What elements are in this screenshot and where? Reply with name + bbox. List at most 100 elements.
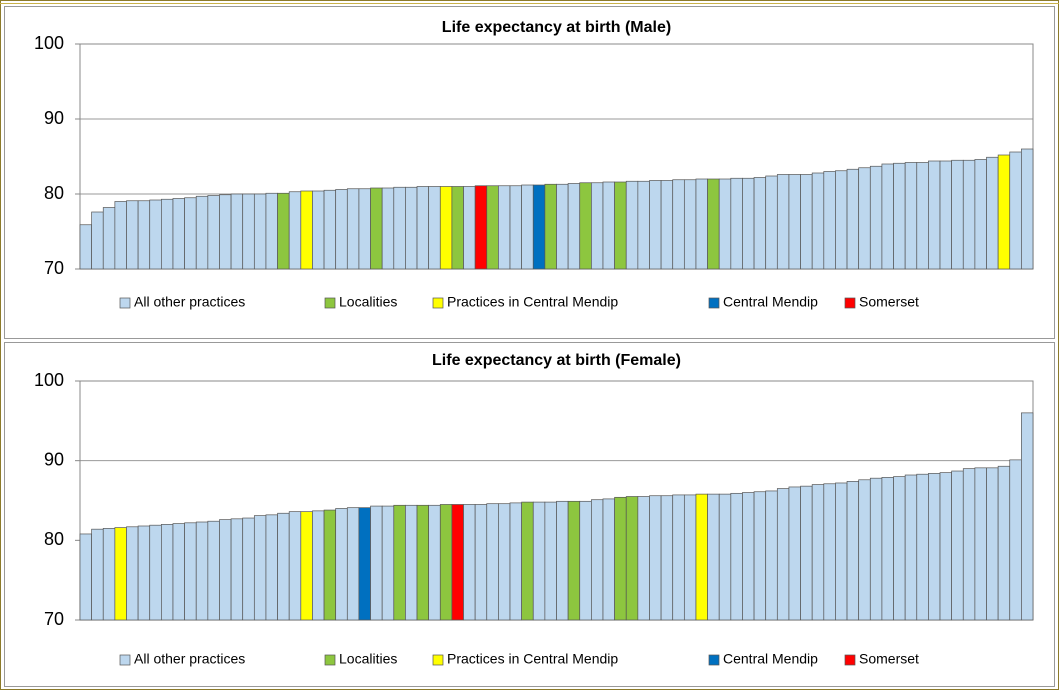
y-tick-label: 70 [44,258,64,278]
bar [312,510,325,621]
bar [451,186,464,270]
bar [277,192,290,270]
bar [614,496,627,621]
bar [707,178,720,270]
bar [91,528,104,621]
legend-label: All other practices [134,294,245,310]
bar [149,199,162,270]
bar [893,162,906,270]
bar [997,465,1011,621]
bar [835,482,848,621]
bar [79,224,92,270]
bar [835,170,848,270]
bar [986,467,999,621]
y-tick-label: 80 [44,183,64,203]
bar [567,183,581,270]
bar [637,496,650,621]
bar [474,185,488,270]
bar [916,473,929,621]
bar [207,195,220,270]
bar [1009,459,1022,621]
legend-swatch [324,297,336,309]
bar [172,198,185,270]
bar [544,501,557,621]
bar [776,488,790,621]
legend-swatch [844,297,856,309]
bar [928,160,941,270]
bar [846,481,860,621]
legend-swatch [708,654,720,666]
bar [358,507,371,621]
bar [1009,151,1022,270]
bar [219,519,232,621]
bar [207,520,220,621]
bar [997,154,1011,270]
bar [172,523,185,621]
bar [579,182,592,270]
bar [672,179,685,270]
bar [161,524,174,621]
legend-label: Practices in Central Mendip [447,651,618,667]
bar [230,518,244,621]
bar [730,177,743,270]
bar [556,500,569,621]
bar [939,160,952,270]
y-tick-label: 90 [44,449,64,469]
bar [660,495,674,621]
bar [370,187,383,270]
legend-swatch [432,297,444,309]
bar [869,477,883,621]
bar [102,207,116,270]
bar [1021,412,1034,621]
bar [742,177,755,270]
bar [416,186,430,270]
bar [346,507,360,621]
bar [323,509,337,621]
bar [1021,148,1034,270]
legend-swatch [844,654,856,666]
bar [858,479,871,621]
bar [91,211,104,270]
bar [428,186,441,270]
bar [742,492,755,621]
bar [463,186,476,270]
bar [951,159,964,270]
bar [718,493,732,621]
bar [486,185,499,270]
bar [242,517,255,621]
bar [451,504,464,621]
bar [230,193,244,270]
bar [277,512,290,621]
bar [567,500,581,621]
legend-swatch [432,654,444,666]
bar [556,183,569,270]
legend-label: Somerset [859,651,919,667]
legend-label: All other practices [134,651,245,667]
bar [149,524,162,621]
bar [312,190,325,270]
bar [532,184,546,270]
legend-label: Localities [339,294,397,310]
bar [300,190,313,270]
y-tick-label: 100 [34,370,64,390]
bar [381,505,395,621]
legend-label: Localities [339,651,397,667]
bar [335,189,348,270]
bar [498,503,511,621]
bar [579,500,592,621]
bar [881,477,894,621]
legend-label: Central Mendip [723,294,818,310]
bar [811,172,825,270]
y-tick-label: 70 [44,609,64,629]
bar [114,527,127,621]
bar [288,511,302,621]
bar [265,192,278,270]
bar [683,494,697,621]
bar [753,177,767,270]
bar [823,483,836,621]
y-tick-label: 80 [44,529,64,549]
bar [532,501,546,621]
bar [939,472,952,621]
chart-title: Life expectancy at birth (Male) [442,19,671,36]
